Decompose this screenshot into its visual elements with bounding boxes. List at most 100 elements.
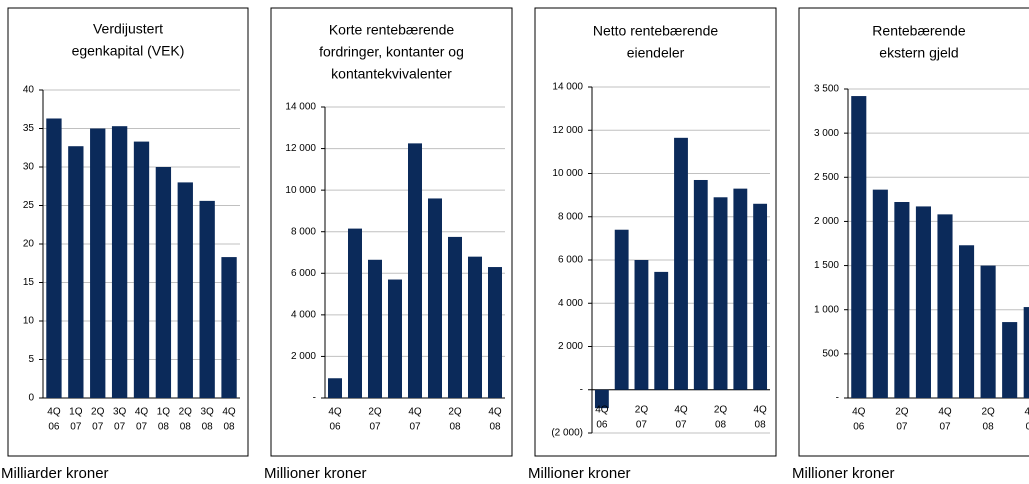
chart-title: egenkapital (VEK): [72, 43, 185, 59]
bar: [959, 245, 975, 398]
x-tick-label: 08: [158, 422, 170, 433]
y-tick-label: 1 000: [814, 304, 839, 315]
x-tick-label: 07: [369, 422, 381, 433]
bar: [693, 179, 708, 390]
x-tick-label: 08: [755, 420, 767, 431]
x-tick-label: 06: [853, 422, 865, 433]
chart-title: ekstern gjeld: [879, 45, 958, 61]
y-tick-label: 10: [23, 316, 35, 327]
x-tick-label: 2Q: [895, 407, 909, 418]
unit-caption: Millioner kroner: [792, 465, 895, 482]
bar: [428, 198, 442, 398]
x-tick-label: 3Q: [200, 407, 214, 418]
bar: [594, 389, 609, 409]
x-tick-label: 2Q: [981, 407, 995, 418]
chart-title: kontantekvivalenter: [331, 66, 452, 82]
x-tick-label: 4Q: [674, 405, 688, 416]
bar: [348, 228, 362, 398]
x-tick-label: 06: [48, 422, 60, 433]
y-tick-label: 0: [28, 393, 34, 404]
x-tick-label: 07: [114, 422, 126, 433]
panel-frame: [270, 7, 513, 457]
bar: [468, 256, 482, 398]
y-tick-label: 8 000: [291, 226, 316, 237]
bar: [408, 143, 422, 398]
bar: [937, 214, 953, 398]
x-tick-label: 4Q: [408, 407, 422, 418]
x-tick-label: 06: [329, 422, 341, 433]
x-tick-label: 07: [70, 422, 82, 433]
x-tick-label: 4Q: [753, 405, 767, 416]
y-tick-label: 20: [23, 239, 35, 250]
y-tick-label: 3 000: [814, 128, 839, 139]
x-tick-label: 2Q: [368, 407, 382, 418]
x-tick-label: 2Q: [448, 407, 462, 418]
x-tick-label: 4Q: [47, 407, 61, 418]
y-tick-label: 30: [23, 162, 35, 173]
x-tick-label: 07: [136, 422, 148, 433]
chart-title: Korte rentebærende: [329, 22, 455, 38]
x-tick-label: 07: [896, 422, 908, 433]
bar: [634, 260, 649, 390]
x-tick-label: 08: [715, 420, 727, 431]
bar: [614, 229, 629, 390]
y-tick-label: -: [836, 393, 839, 404]
y-tick-label: 500: [822, 348, 839, 359]
panel-frame: [534, 7, 777, 457]
y-tick-label: 3 500: [814, 84, 839, 95]
bar: [872, 189, 888, 398]
y-tick-label: 10 000: [285, 185, 316, 196]
bar: [488, 267, 502, 398]
bar: [155, 167, 172, 398]
y-tick-label: 2 000: [558, 341, 583, 352]
y-tick-label: (2 000): [551, 428, 583, 439]
y-tick-label: 14 000: [552, 82, 583, 93]
bar: [177, 182, 193, 398]
y-tick-label: 6 000: [558, 255, 583, 266]
unit-caption: Millioner kroner: [528, 465, 631, 482]
x-tick-label: 07: [92, 422, 104, 433]
x-tick-label: 08: [223, 422, 235, 433]
y-tick-label: 15: [23, 277, 35, 288]
y-tick-label: 8 000: [558, 211, 583, 222]
unit-caption: Milliarder kroner: [1, 465, 109, 482]
x-tick-label: 4Q: [328, 407, 342, 418]
x-tick-label: 1Q: [157, 407, 171, 418]
x-tick-label: 08: [489, 422, 501, 433]
bar: [68, 146, 84, 398]
x-tick-label: 4Q: [222, 407, 236, 418]
x-tick-label: 4Q: [595, 405, 609, 416]
chart-title: fordringer, kontanter og: [319, 44, 464, 60]
bar: [221, 257, 237, 398]
x-tick-label: 4Q: [852, 407, 866, 418]
y-tick-label: 4 000: [558, 298, 583, 309]
y-tick-label: -: [580, 384, 583, 395]
bar: [46, 118, 62, 399]
x-tick-label: 07: [939, 422, 951, 433]
bar: [733, 188, 748, 390]
bar: [713, 197, 728, 390]
x-tick-label: 07: [675, 420, 687, 431]
y-tick-label: 10 000: [552, 168, 583, 179]
bar: [199, 200, 215, 398]
chart-title: Rentebærende: [872, 23, 966, 39]
y-tick-label: 5: [28, 354, 34, 365]
y-tick-label: 1 500: [814, 260, 839, 271]
y-tick-label: -: [313, 393, 316, 404]
chart-title: Verdijustert: [93, 21, 163, 37]
panel-frame: [7, 7, 249, 457]
y-tick-label: 25: [23, 200, 35, 211]
bar: [111, 126, 128, 398]
x-tick-label: 4Q: [135, 407, 149, 418]
x-tick-label: 07: [636, 420, 648, 431]
panel-frame: [798, 7, 1029, 457]
y-tick-label: 2 000: [814, 216, 839, 227]
bar: [90, 128, 106, 398]
bar: [1002, 322, 1018, 398]
bar: [388, 279, 402, 398]
bar: [368, 259, 382, 398]
x-tick-label: 08: [180, 422, 192, 433]
x-tick-label: 08: [202, 422, 214, 433]
x-tick-label: 2Q: [635, 405, 649, 416]
